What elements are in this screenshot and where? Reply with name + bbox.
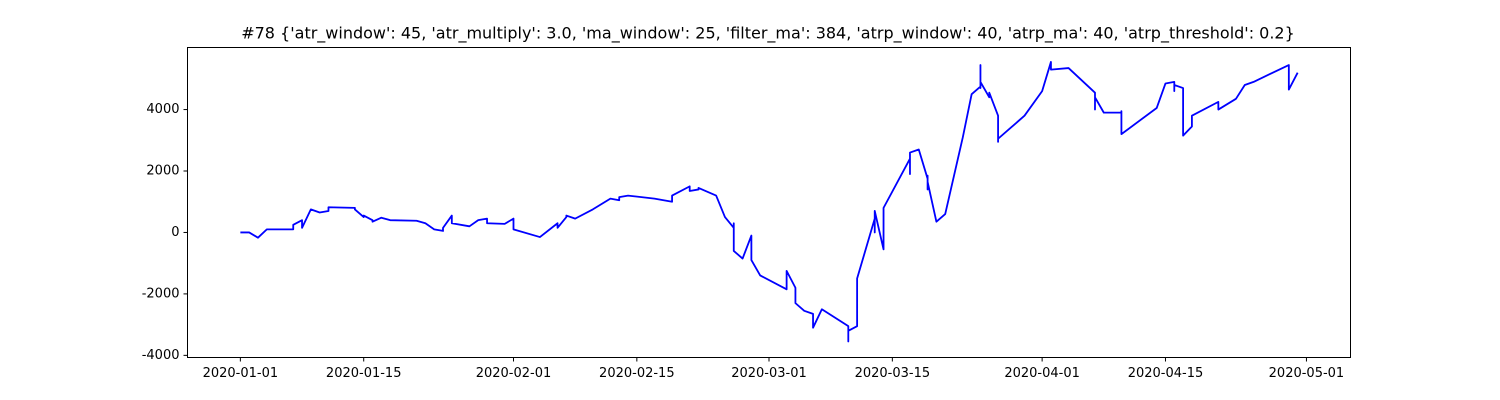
x-tick-label: 2020-01-15 — [326, 366, 402, 381]
y-tick-label: 2000 — [146, 164, 179, 179]
y-tick-label: 0 — [171, 225, 179, 240]
x-tick-label: 2020-01-01 — [203, 366, 279, 381]
x-tick-label: 2020-02-01 — [476, 366, 552, 381]
line — [240, 61, 1299, 343]
x-tick-label: 2020-04-15 — [1128, 366, 1204, 381]
chart-title: #78 {'atr_window': 45, 'atr_multiply': 3… — [241, 24, 1295, 44]
plot-frame — [187, 47, 1351, 358]
x-tick-label: 2020-05-01 — [1269, 366, 1345, 381]
y-tick-label: 4000 — [146, 102, 179, 117]
x-tick-label: 2020-04-01 — [1004, 366, 1080, 381]
y-tick-label: -4000 — [142, 348, 180, 363]
x-tick-label: 2020-03-15 — [855, 366, 931, 381]
y-tick-label: -2000 — [142, 286, 180, 301]
x-tick-label: 2020-02-15 — [599, 366, 675, 381]
x-tick-label: 2020-03-01 — [731, 366, 807, 381]
